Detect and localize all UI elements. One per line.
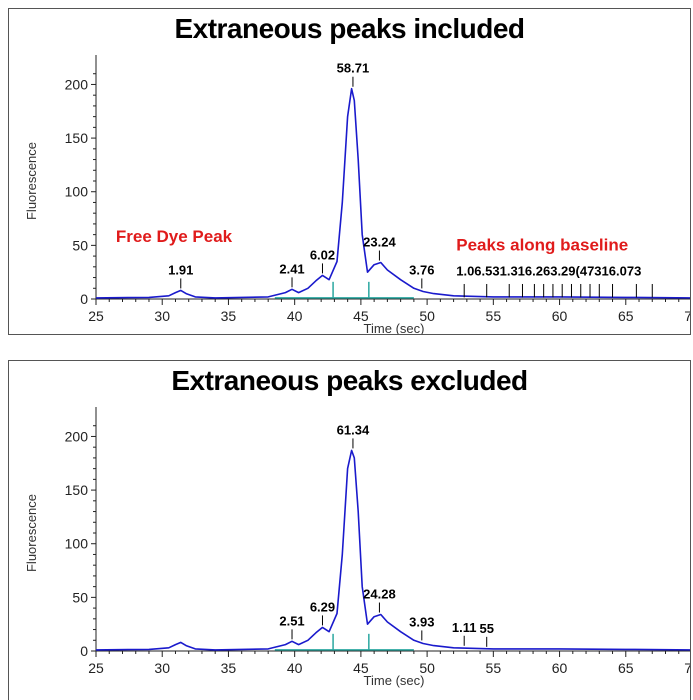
chart-excluded: 0 50 100 150 200 25 30 35 40 45 50 55 60 65 70 Fluoresc… — [24, 407, 691, 688]
x-tick-label: 45 — [353, 660, 369, 676]
x-tick-label: 40 — [287, 308, 303, 324]
chart-title: Extraneous peaks excluded — [171, 365, 528, 396]
x-tick-label: 60 — [552, 660, 568, 676]
peak-label: 3.76 — [409, 262, 434, 277]
peak-label: 3.93 — [409, 614, 434, 629]
y-tick-label: 0 — [80, 643, 88, 659]
x-tick-label: 25 — [88, 308, 104, 324]
chart-panel-excluded: Extraneous peaks excluded 0 50 100 150 200 25… — [8, 360, 691, 700]
peak-label: 1.91 — [168, 262, 193, 277]
x-tick-label: 60 — [552, 308, 568, 324]
peak-label: 55 — [479, 621, 493, 636]
y-tick-label: 200 — [65, 428, 89, 444]
x-tick-label: 35 — [221, 308, 237, 324]
series-line — [95, 449, 690, 651]
peak-label: 6.29 — [310, 599, 335, 614]
x-tick-label: 40 — [287, 660, 303, 676]
x-tick-label: 70 — [684, 660, 691, 676]
annotation-baseline: Peaks along baseline — [456, 236, 628, 255]
peak-label: 2.51 — [279, 613, 304, 628]
y-tick-label: 200 — [65, 76, 89, 92]
x-tick-label: 55 — [486, 660, 502, 676]
annotation-free-dye: Free Dye Peak — [116, 227, 233, 246]
chart-panel-included: Extraneous peaks included 0 50 100 150 200 25… — [8, 8, 691, 335]
y-axis-label: Fluorescence — [24, 494, 39, 572]
peak-label: 58.71 — [337, 61, 370, 76]
y-tick-label: 150 — [65, 482, 89, 498]
series-line — [95, 87, 690, 299]
x-tick-label: 55 — [486, 308, 502, 324]
x-tick-label: 50 — [419, 660, 435, 676]
x-tick-label: 45 — [353, 308, 369, 324]
peak-label: 24.28 — [363, 587, 396, 602]
x-tick-label: 30 — [154, 308, 170, 324]
y-tick-label: 50 — [72, 589, 88, 605]
x-tick-label: 30 — [154, 660, 170, 676]
peak-label: 1.11 — [452, 620, 477, 635]
y-tick-label: 100 — [65, 184, 89, 200]
peak-label: 2.41 — [279, 261, 304, 276]
x-tick-label: 70 — [684, 308, 691, 324]
y-tick-label: 0 — [80, 291, 88, 307]
x-axis-label: Time (sec) — [364, 673, 425, 688]
y-tick-label: 50 — [72, 237, 88, 253]
chart-included: 0 50 100 150 200 25 30 35 40 45 50 55 60 65 70 Fluoresc… — [24, 55, 691, 335]
x-tick-label: 65 — [618, 308, 634, 324]
y-tick-label: 100 — [65, 536, 89, 552]
y-axis-label: Fluorescence — [24, 142, 39, 220]
peak-label: 61.34 — [337, 422, 370, 437]
x-tick-label: 35 — [221, 660, 237, 676]
x-axis-label: Time (sec) — [364, 321, 425, 335]
peak-label: 6.02 — [310, 247, 335, 262]
x-tick-label: 65 — [618, 660, 634, 676]
chart-title: Extraneous peaks included — [174, 13, 525, 44]
peak-label: 23.24 — [363, 235, 396, 250]
y-tick-label: 150 — [65, 130, 89, 146]
x-tick-label: 50 — [419, 308, 435, 324]
x-tick-label: 25 — [88, 660, 104, 676]
baseline-peak-labels: 1.06.531.316.263.29(47316.073 — [456, 263, 641, 278]
